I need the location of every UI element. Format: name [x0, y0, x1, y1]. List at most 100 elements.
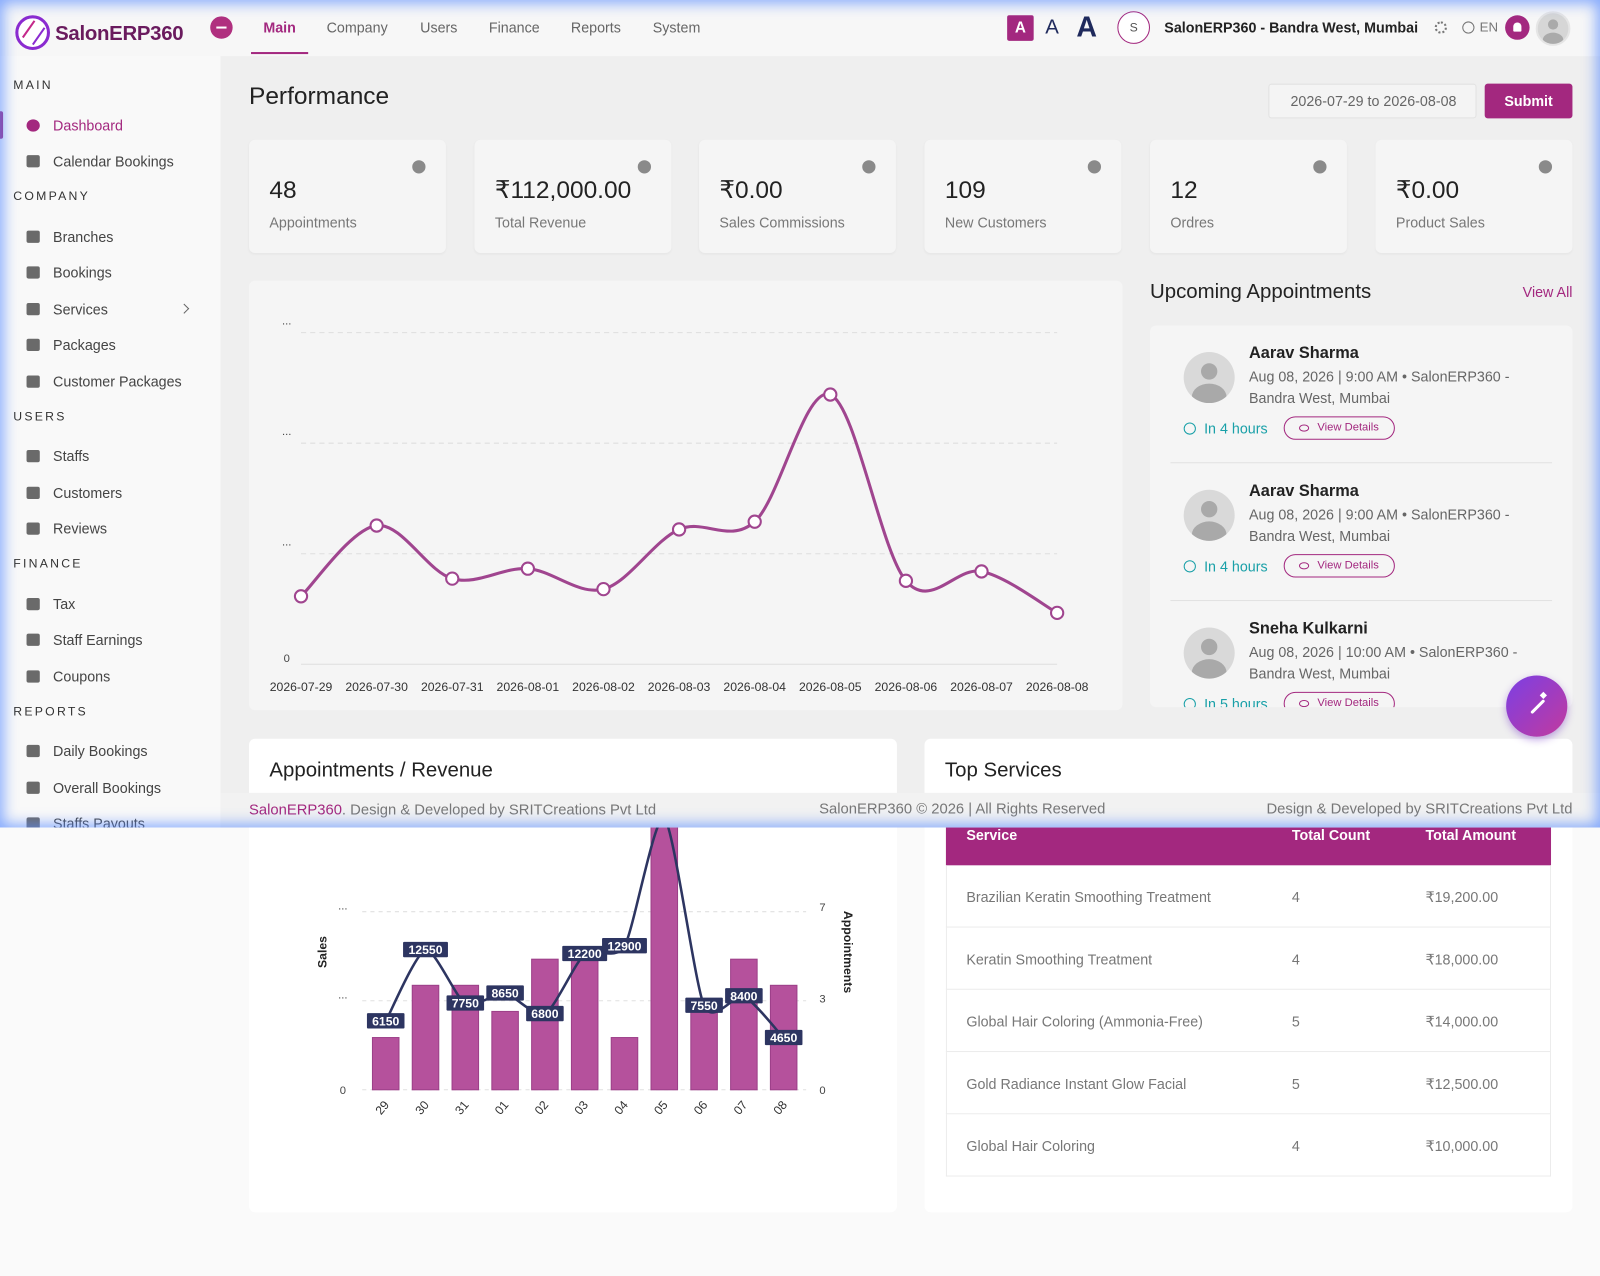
sidebar-item[interactable]: Customer Packages — [0, 363, 220, 399]
data-point — [293, 589, 309, 604]
view-details-button[interactable]: View Details — [1283, 416, 1395, 440]
nav-tab[interactable]: System — [652, 18, 701, 36]
clock-icon — [1183, 422, 1196, 435]
x-tick-label: 2026-08-05 — [799, 680, 862, 694]
sidebar-label: Daily Bookings — [53, 743, 148, 760]
view-details-button[interactable]: View Details — [1283, 554, 1395, 578]
appointment-details: Aug 08, 2026 | 9:00 AM • SalonERP360 - B… — [1248, 506, 1510, 544]
x-tick-label: 31 — [452, 1098, 472, 1118]
separator — [1170, 599, 1553, 602]
sidebar-label: Staff Earnings — [53, 631, 143, 649]
sidebar-item[interactable]: Coupons — [0, 658, 220, 694]
sidebar-item[interactable]: Services — [0, 291, 220, 327]
sidebar-icon — [26, 670, 40, 683]
table-cell: 5 — [1291, 1075, 1300, 1092]
language[interactable]: EN — [1479, 19, 1499, 35]
x-tick-label: 05 — [651, 1098, 671, 1118]
stat-label: Sales Commissions — [719, 213, 845, 231]
x-tick-label: 2026-07-29 — [270, 680, 333, 694]
user-avatar[interactable] — [1535, 11, 1571, 46]
nav-tab[interactable]: Company — [326, 18, 388, 36]
bell-icon — [1513, 22, 1522, 32]
sidebar-label: Overall Bookings — [53, 779, 162, 796]
globe-icon[interactable] — [1462, 21, 1475, 34]
value-label-background — [526, 1005, 564, 1022]
info-icon — [862, 160, 876, 174]
stat-value: ₹0.00 — [719, 176, 783, 204]
back-arrow — [216, 26, 227, 29]
y2-tick-label: 3 — [819, 993, 825, 1005]
nav-tab[interactable]: Main — [263, 18, 296, 36]
value-label: 8650 — [491, 987, 518, 1001]
sidebar-item[interactable]: Overall Bookings — [0, 769, 220, 805]
sidebar-item[interactable]: Staff Earnings — [0, 622, 220, 658]
sidebar-item[interactable]: Daily Bookings — [0, 733, 220, 769]
section-title: Upcoming Appointments — [1149, 280, 1372, 304]
info-icon — [1538, 160, 1553, 174]
customer-avatar — [1183, 489, 1235, 541]
y-tick-label: ... — [338, 990, 347, 1002]
data-point — [671, 522, 687, 537]
sidebar-item[interactable]: Packages — [0, 327, 220, 363]
sidebar-item[interactable]: Calendar Bookings — [0, 143, 220, 179]
font-size-button[interactable]: A — [1045, 16, 1059, 39]
view-all-link[interactable]: View All — [1522, 283, 1573, 300]
sidebar-item[interactable]: Reviews — [0, 511, 220, 547]
value-label: 7550 — [690, 999, 717, 1013]
table-cell: ₹12,500.00 — [1425, 1075, 1499, 1092]
x-tick-label: 29 — [373, 1098, 393, 1118]
bar — [570, 958, 599, 1091]
sidebar-item[interactable]: Branches — [0, 218, 220, 254]
value-label-background — [446, 995, 485, 1011]
table-cell: 5 — [1291, 1012, 1300, 1030]
nav-tab[interactable]: Reports — [570, 18, 621, 36]
sidebar-item[interactable]: Staffs Payouts — [0, 806, 220, 828]
sidebar-item[interactable]: Bookings — [0, 255, 220, 291]
eye-icon — [1298, 699, 1310, 708]
sidebar-item[interactable]: Tax — [0, 586, 220, 622]
branch-location[interactable]: SalonERP360 - Bandra West, Mumbai — [1164, 18, 1419, 36]
y2-tick-label: 0 — [819, 1085, 825, 1097]
date-range-input[interactable]: 2026-07-29 to 2026-08-08 — [1268, 83, 1477, 119]
sidebar-item[interactable]: Staffs — [0, 438, 220, 474]
stat-label: New Customers — [944, 213, 1047, 231]
x-tick-label: 08 — [771, 1098, 791, 1118]
nav-tab[interactable]: Finance — [488, 18, 540, 36]
x-tick-label: 2026-07-31 — [421, 680, 484, 694]
table-cell: ₹10,000.00 — [1425, 1137, 1499, 1154]
value-label-background — [685, 997, 723, 1013]
submit-button[interactable]: Submit — [1484, 83, 1573, 119]
customer-name: Aarav Sharma — [1248, 345, 1359, 363]
data-point — [898, 573, 914, 588]
magic-action-button[interactable] — [1506, 675, 1568, 737]
sparkle-icon — [1539, 691, 1547, 700]
card-title: Top Services — [944, 759, 1062, 782]
y-axis-title: Sales — [316, 936, 330, 968]
sales-chart-card: 0......... 2026-07-29 2026-07-30 2026-07-31… — [248, 280, 1123, 711]
clock-icon — [1183, 697, 1196, 708]
sidebar-section-title: MAIN — [13, 77, 53, 92]
stat-card: 12 Ordres — [1149, 139, 1347, 254]
sidebar-item[interactable]: Customers — [0, 474, 220, 510]
sidebar-section-title: FINANCE — [13, 556, 83, 571]
sidebar-item[interactable]: Dashboard — [0, 107, 220, 143]
table-cell: 4 — [1291, 1137, 1300, 1154]
value-label: 6800 — [531, 1007, 558, 1021]
avatar-body — [1542, 32, 1564, 44]
value-label-background — [764, 1029, 803, 1046]
table-cell: Global Hair Coloring — [966, 1137, 1095, 1154]
x-tick-label: 07 — [731, 1098, 751, 1118]
nav-tab[interactable]: Users — [420, 18, 458, 36]
sidebar-icon — [26, 155, 40, 168]
stat-label: Total Revenue — [494, 213, 587, 231]
font-size-button[interactable]: A — [1076, 11, 1098, 44]
font-size-button[interactable]: A — [1007, 15, 1034, 41]
stat-card: 48 Appointments — [248, 139, 446, 254]
notifications[interactable] — [1505, 15, 1530, 40]
footer-brand-link[interactable]: SalonERP360 — [248, 802, 342, 819]
view-details-button[interactable]: View Details — [1283, 691, 1395, 708]
footer-credit-text: . Design & Developed by SRITCreations Pv… — [341, 802, 657, 819]
settings-icon[interactable] — [1434, 21, 1447, 34]
back-button[interactable] — [210, 16, 233, 39]
separator — [1170, 462, 1553, 464]
